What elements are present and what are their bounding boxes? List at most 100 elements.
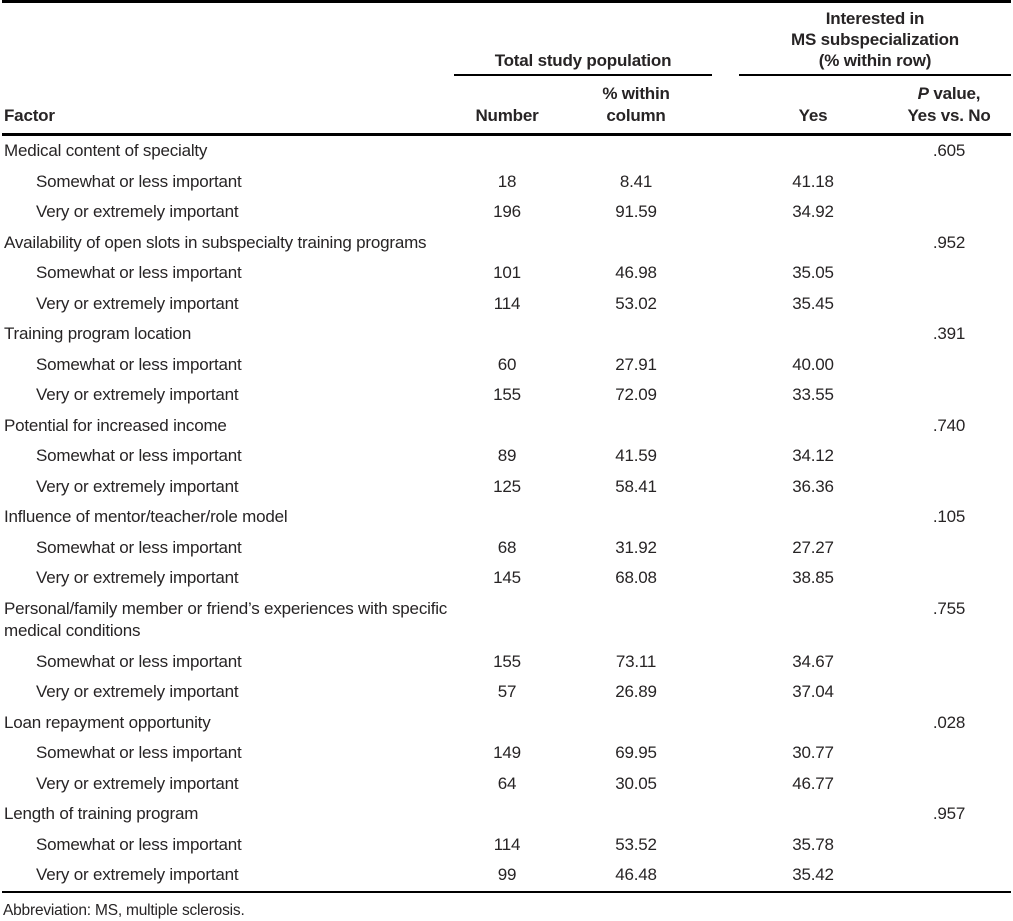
number-cell: 101 [493,263,521,282]
number-cell: 149 [493,743,521,762]
number-cell: 155 [493,651,521,671]
option-label: Very or extremely important [36,293,239,313]
number-cell: 68 [497,537,517,557]
factor-option-row: Very or extremely important 64 30.05 46.77 [2,769,1011,800]
number-cell: 64 [497,773,517,793]
factor-section-row: Potential for increased income .740 [2,411,1011,442]
factor-option-row: Somewhat or less important 60 27.91 40.00 [2,350,1011,381]
option-label: Somewhat or less important [36,834,242,854]
pct-within-column-cell: 8.41 [619,171,653,191]
factor-section-row: Availability of open slots in subspecial… [2,228,1011,259]
yes-cell: 35.78 [792,834,834,854]
factor-section-row: Personal/family member or friend’s exper… [2,594,1011,647]
option-label: Very or extremely important [36,682,239,701]
p-value-cell-empty [887,533,1011,564]
p-value-cell: .755 [932,598,966,618]
option-label: Very or extremely important [36,865,239,884]
gap-cell [712,677,739,708]
factor-option-row: Somewhat or less important 101 46.98 35.05 [2,258,1011,289]
factor-option-row: Somewhat or less important 68 31.92 27.27 [2,533,1011,564]
factor-option-row: Very or extremely important 99 46.48 35.42 [2,860,1011,892]
number-cell: 145 [493,568,521,587]
yes-cell: 34.12 [792,446,834,465]
p-value-cell-empty [887,258,1011,289]
gap-cell [712,533,739,564]
pct-within-column-cell: 53.02 [615,293,657,313]
factor-option-row: Somewhat or less important 155 73.11 34.67 [2,647,1011,678]
column-header-row: Number % within column Yes P value, Yes v… [2,75,1012,136]
p-value-cell-empty [887,197,1011,228]
p-value-rest: value, [928,84,981,103]
table-header: Factor Total study population Interested… [2,1,1012,136]
number-cell: 125 [493,476,521,496]
p-value-cell: .952 [932,232,966,252]
gap-cell [712,563,739,594]
p-value-cell-empty [887,830,1011,861]
p-value-cell-empty [887,350,1011,381]
col-header-factor: Factor [2,1,454,136]
gap-cell [712,830,739,861]
factor-section-row: Loan repayment opportunity .028 [2,708,1011,739]
p-value-cell-empty [887,441,1011,472]
factor-label: Personal/family member or friend’s exper… [4,598,448,641]
factors-table: Factor Total study population Interested… [2,0,1012,893]
option-label: Very or extremely important [36,773,239,793]
number-cell: 114 [493,293,521,313]
spanner-interested-ms-subspecialization: Interested in MS subspecialization (% wi… [739,1,1012,76]
yes-cell: 33.55 [792,385,834,404]
factor-section-row: Training program location .391 [2,319,1011,350]
yes-cell-empty [739,594,887,647]
pct-within-column-cell: 26.89 [615,682,657,701]
number-cell: 114 [493,834,521,854]
col-header-p-value: P value, Yes vs. No [887,75,1012,136]
pct-within-column-cell: 30.05 [615,773,657,793]
pct-within-column-cell: 69.95 [615,743,657,762]
col-header-yes: Yes [739,75,888,136]
factor-label: Length of training program [4,804,199,823]
option-label: Somewhat or less important [36,537,242,557]
yes-cell-empty [739,502,887,533]
number-cell: 89 [497,446,517,465]
factor-option-row: Very or extremely important 125 58.41 36.36 [2,472,1011,503]
yes-cell-empty [739,411,887,442]
pct-within-column-cell: 46.98 [615,263,657,282]
p-value-cell-empty [887,647,1011,678]
p-value-cell-empty [887,860,1011,892]
gap-cell [712,441,739,472]
option-label: Very or extremely important [36,476,239,496]
number-cell: 18 [497,171,517,191]
yes-cell: 27.27 [792,537,834,557]
p-value-cell-empty [887,769,1011,800]
pct-within-column-cell: 46.48 [615,865,657,884]
factor-option-row: Somewhat or less important 18 8.41 41.18 [2,167,1011,198]
spanner-row: Factor Total study population Interested… [2,1,1012,136]
option-label: Somewhat or less important [36,446,242,465]
number-cell: 60 [497,354,517,374]
p-value-cell: .605 [932,141,966,160]
gap-cell [712,380,739,411]
factor-option-row: Very or extremely important 145 68.08 38.85 [2,563,1011,594]
yes-cell: 34.67 [792,651,834,671]
gap-cell [712,197,739,228]
factor-option-row: Very or extremely important 196 91.59 34.92 [2,197,1011,228]
yes-cell: 35.45 [792,293,834,313]
yes-cell: 35.42 [792,865,834,884]
gap-cell [712,350,739,381]
number-cell: 155 [493,385,521,404]
factor-label: Loan repayment opportunity [4,712,211,732]
factor-option-row: Somewhat or less important 114 53.52 35.78 [2,830,1011,861]
pct-within-column-cell: 91.59 [615,202,657,221]
p-value-cell-empty [887,472,1011,503]
yes-cell-empty [739,319,887,350]
pct-within-column-cell: 31.92 [615,537,657,557]
yes-cell: 41.18 [792,171,834,191]
p-value-cell: .105 [932,507,966,526]
factor-option-row: Somewhat or less important 149 69.95 30.77 [2,738,1011,769]
factor-section-row: Medical content of specialty .605 [2,135,1011,167]
option-label: Somewhat or less important [36,743,242,762]
yes-cell: 36.36 [792,476,834,496]
p-value-cell-empty [887,289,1011,320]
p-value-cell-empty [887,677,1011,708]
table-body: Medical content of specialty .605 Somewhat… [2,135,1011,892]
pct-within-column-cell: 58.41 [615,476,657,496]
